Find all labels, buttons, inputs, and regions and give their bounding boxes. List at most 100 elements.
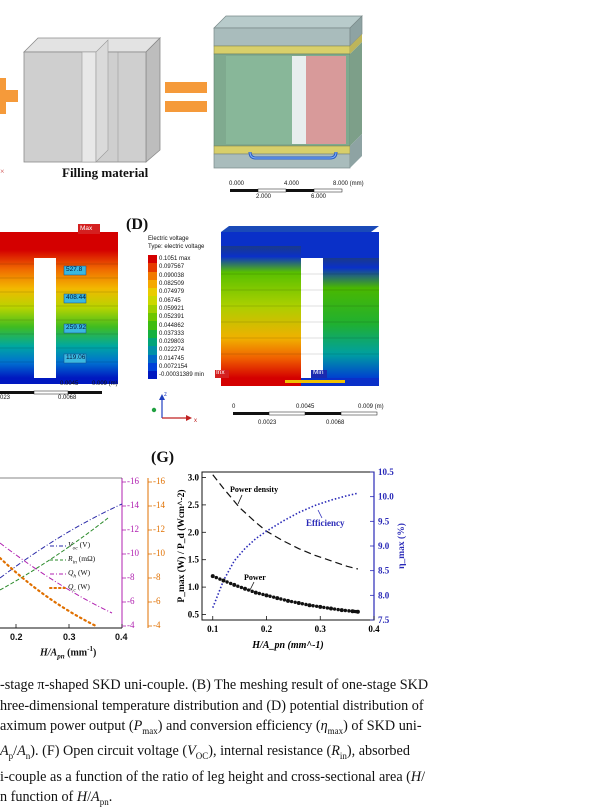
panel-d-scale-tick: 0.0045: [296, 404, 315, 410]
top-scale-bar: [230, 188, 343, 193]
legend-value: 0.0072154: [159, 364, 188, 370]
legend-swatch: [148, 346, 157, 355]
panel-f-right-tick: -8: [153, 572, 161, 582]
caption-line: i-couple as a function of the ratio of l…: [0, 768, 426, 785]
legend-entry: 0.059921: [148, 304, 204, 314]
power-point: [347, 609, 351, 613]
power-point: [225, 580, 229, 584]
legend-swatch: [148, 255, 157, 264]
power-point: [354, 609, 358, 614]
panel-c-temperature-figure: [0, 224, 118, 395]
panel-c-value-tag: 527.8: [66, 266, 83, 273]
panel-f-chart: [0, 477, 152, 629]
panel-f-right-tick: -4: [153, 620, 161, 630]
legend-swatch: [148, 279, 157, 289]
caption-line: hree-dimensional temperature distributio…: [0, 697, 424, 714]
panel-g-label: (G): [151, 449, 175, 466]
annotation-power-density: Power density: [230, 485, 278, 494]
x-axis-label: H/A_pn (mm^-1): [251, 640, 324, 651]
power-point: [311, 604, 315, 608]
y-tick-label: 2.0: [188, 527, 200, 537]
legend-value: 0.097567: [159, 264, 185, 271]
filling-material-block: [23, 37, 161, 163]
power-point: [236, 584, 240, 588]
power-point: [289, 599, 294, 604]
y-right-tick-label: 10.0: [378, 492, 394, 502]
legend-value: 0.052391: [159, 314, 185, 321]
panel-f-right-tick: -12: [127, 524, 139, 534]
panel-c-value-tag: 259.92: [66, 324, 86, 331]
y-tick-label: 0.5: [188, 610, 200, 620]
panel-d-label: (D): [126, 216, 149, 233]
panel-f-xtick: 0.4: [115, 632, 128, 642]
axis-x-label: x: [194, 418, 197, 424]
y-right-tick-label: 8.0: [378, 590, 390, 600]
power-point: [336, 607, 340, 612]
panel-d-min-tag: Min: [313, 369, 324, 376]
power-point: [286, 598, 290, 603]
panel-d-left-tag: Inx: [216, 369, 225, 376]
efficiency-line: [212, 492, 359, 608]
power-point: [279, 597, 283, 601]
legend-entry: 0.082509: [148, 279, 204, 289]
panel-f-right-tick: -10: [127, 548, 139, 558]
legend-swatch: [148, 263, 157, 272]
top-scale-tick-1: 4.000: [284, 181, 300, 187]
power-point: [268, 594, 272, 598]
legend-entry: 0.044862: [148, 321, 204, 330]
power-point: [296, 601, 301, 606]
panel-d-legend-subtitle: Type: electric voltage: [148, 244, 205, 250]
legend-entry: 0.0072154: [148, 362, 204, 372]
panel-d-scale-tick: 0.009 (m): [358, 404, 384, 410]
legend-swatch: [148, 271, 157, 280]
legend-swatch: [148, 337, 157, 347]
panel-f-right-tick: -6: [153, 596, 161, 606]
x-tick-label: 0.4: [368, 624, 380, 634]
caption-line: aximum power output (Pmax) and conversio…: [0, 718, 422, 736]
legend-value: 0.090038: [159, 272, 185, 279]
power-point: [232, 582, 237, 587]
rin-curve: [0, 517, 109, 591]
axis-z-label: z: [164, 392, 167, 398]
x-tick-label: 0.1: [207, 624, 219, 634]
panel-f-right-tick: -12: [153, 524, 165, 534]
top-assembly-figure: [0, 15, 363, 193]
legend-value: -0.00031389 min: [159, 372, 205, 379]
panel-d-scale-tick: 0: [232, 404, 236, 410]
power-point: [214, 575, 219, 580]
legend-value: 0.014745: [159, 355, 185, 362]
power-point: [228, 581, 233, 586]
top-scale-tick-3: 2.000: [256, 194, 272, 200]
y-right-tick-label: 10.5: [378, 467, 394, 477]
top-scale-tick-4: 6.000: [311, 194, 327, 200]
caption-line: -stage π-shaped SKD uni-couple. (B) The …: [0, 677, 429, 693]
y-right-tick-label: 7.5: [378, 615, 390, 625]
qh-curve: [0, 542, 113, 614]
qc-curve: [0, 556, 98, 628]
annotation-power: Power: [244, 573, 266, 582]
power-point: [343, 608, 348, 613]
legend-entry: 0.052391: [148, 313, 204, 322]
power-point: [314, 604, 319, 608]
filling-material-label: Filling material: [62, 165, 149, 180]
annotation-efficiency: Efficiency: [306, 518, 345, 528]
y-right-tick-label: 9.0: [378, 541, 390, 551]
power-point: [218, 577, 222, 581]
legend-entry: 0.014745: [148, 354, 204, 363]
power-point: [282, 598, 287, 602]
equals-sign-icon: [165, 82, 207, 93]
power-point: [253, 590, 258, 595]
power-point: [339, 608, 344, 613]
panel-c-scale-tick: 023: [0, 395, 11, 401]
legend-swatch: [148, 371, 157, 380]
axes-triad-icon: [151, 394, 192, 421]
power-point: [275, 596, 280, 601]
legend-entry: 0.06745: [148, 296, 204, 305]
legend-entry: 0.022274: [148, 346, 204, 355]
figure-caption: -stage π-shaped SKD uni-couple. (B) The …: [0, 675, 599, 812]
power-point: [329, 606, 333, 611]
legend-swatch: [148, 354, 157, 363]
legend-swatch: [148, 304, 157, 314]
annotation-arrow: [317, 509, 323, 519]
legend-swatch: [148, 296, 157, 305]
